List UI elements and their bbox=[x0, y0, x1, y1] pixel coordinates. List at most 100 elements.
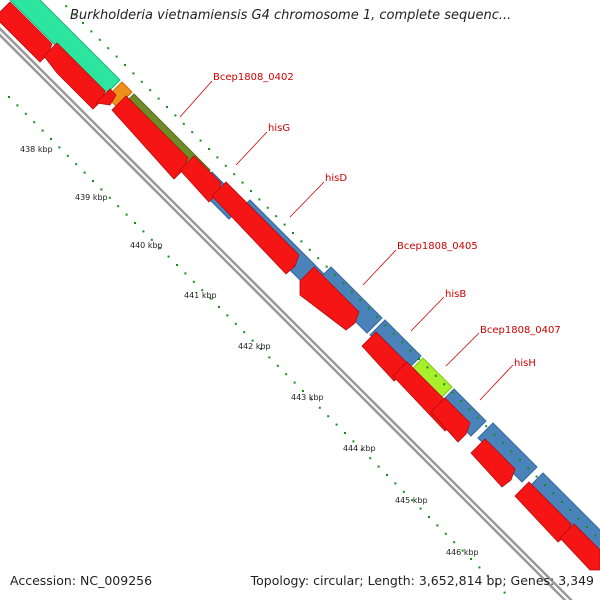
ruler-dot bbox=[140, 80, 143, 83]
ruler-dot bbox=[401, 341, 404, 344]
scale-dot bbox=[117, 205, 120, 208]
ruler-dot bbox=[241, 181, 244, 184]
ruler-dot bbox=[359, 299, 362, 302]
ruler-dot bbox=[308, 248, 311, 251]
scale-dot bbox=[495, 583, 498, 586]
ruler-dot bbox=[65, 5, 68, 8]
ruler-dot bbox=[577, 517, 580, 520]
ruler-dot bbox=[250, 190, 252, 192]
scale-label-445: 445 kbp bbox=[395, 496, 428, 505]
ruler-dot bbox=[502, 442, 504, 444]
gene-label-Bcep1808_0407: Bcep1808_0407 bbox=[480, 325, 561, 336]
scale-dot bbox=[92, 180, 94, 182]
scale-dot bbox=[360, 448, 363, 451]
ruler-dot bbox=[544, 484, 546, 486]
scale-dot bbox=[209, 297, 212, 300]
cds-arrow bbox=[430, 397, 471, 443]
backbone-track bbox=[0, 27, 573, 600]
scale-dot bbox=[167, 255, 170, 258]
scale-dot bbox=[276, 364, 279, 367]
ruler-dot bbox=[468, 408, 471, 411]
ruler-dot bbox=[107, 47, 110, 50]
scale-dot bbox=[302, 390, 304, 392]
ruler-dot bbox=[292, 232, 294, 234]
gene-labels[interactable]: Bcep1808_0402 hisG hisD Bcep1808_0405 hi… bbox=[179, 72, 561, 401]
scale-dot bbox=[268, 356, 271, 359]
ruler-dot bbox=[216, 156, 219, 159]
gene-label-hisD: hisD bbox=[325, 173, 347, 184]
scale-dot bbox=[486, 574, 489, 577]
scale-dot bbox=[318, 406, 321, 409]
accession-text: Accession: NC_009256 bbox=[10, 573, 153, 588]
ruler-dot bbox=[132, 72, 135, 75]
ruler-dot bbox=[535, 475, 538, 478]
scale-label-442: 442 kbp bbox=[238, 342, 271, 351]
ruler-dot bbox=[98, 38, 101, 41]
ruler-dot bbox=[233, 173, 236, 176]
scale-label-443: 443 kbp bbox=[291, 393, 324, 402]
ruler-dot bbox=[476, 416, 479, 419]
scale-label-446: 446 kbp bbox=[446, 548, 479, 557]
outer-ruler bbox=[65, 5, 597, 537]
scale-dot bbox=[377, 465, 380, 468]
scale-dot bbox=[218, 306, 220, 308]
ruler-dot bbox=[283, 223, 286, 226]
ruler-dot bbox=[594, 534, 597, 537]
ruler-dot bbox=[325, 265, 328, 268]
feature-orange bbox=[106, 81, 133, 108]
ruler-dot bbox=[124, 64, 126, 66]
ruler-dot bbox=[149, 89, 152, 92]
ruler-dot bbox=[166, 106, 168, 108]
ruler-dot bbox=[208, 148, 210, 150]
scale-dot bbox=[33, 121, 36, 124]
cds-arrow bbox=[559, 523, 600, 571]
scale-label-440: 440 kbp bbox=[130, 241, 163, 250]
scale-dot bbox=[293, 381, 296, 384]
ruler-dot bbox=[392, 332, 395, 335]
ruler-dot bbox=[199, 139, 202, 142]
ruler-dot bbox=[460, 400, 462, 402]
scale-dot bbox=[66, 154, 69, 157]
scale-dot bbox=[125, 213, 128, 216]
scale-dot bbox=[16, 104, 19, 107]
scale-dot bbox=[201, 289, 204, 292]
scale-dot bbox=[335, 423, 338, 426]
scale-dot bbox=[386, 474, 388, 476]
ruler-dot bbox=[224, 164, 227, 167]
gene-label-Bcep1808_0405: Bcep1808_0405 bbox=[397, 241, 478, 252]
scale-dot bbox=[344, 432, 346, 434]
ruler-dot bbox=[342, 282, 345, 285]
scale-dot bbox=[159, 247, 162, 250]
scale-dot bbox=[444, 532, 447, 535]
scale-dot bbox=[83, 171, 86, 174]
scale-dot bbox=[226, 314, 229, 317]
ruler-dot bbox=[485, 425, 488, 428]
topology-text: Topology: circular; Length: 3,652,814 bp… bbox=[250, 573, 594, 588]
scale-dot bbox=[470, 558, 472, 560]
scale-dot bbox=[461, 549, 464, 552]
scale-label-439: 439 kbp bbox=[75, 193, 108, 202]
cds-track[interactable] bbox=[0, 1, 600, 571]
cds-arrow bbox=[211, 181, 300, 275]
scale-dot bbox=[58, 146, 61, 149]
scale-dot bbox=[260, 348, 262, 350]
feature-green bbox=[9, 0, 121, 96]
ruler-dot bbox=[434, 374, 437, 377]
scale-dot bbox=[192, 280, 195, 283]
scale-dot bbox=[108, 196, 111, 199]
scale-dot bbox=[176, 264, 178, 266]
scale-dot bbox=[419, 507, 422, 510]
ruler-dot bbox=[317, 257, 320, 260]
ruler-dot bbox=[115, 55, 118, 58]
gene-label-hisB: hisB bbox=[445, 289, 466, 300]
scale-dot bbox=[50, 138, 52, 140]
scale-dot bbox=[285, 373, 288, 376]
scale-dot bbox=[327, 415, 330, 418]
ruler-dot bbox=[552, 492, 555, 495]
scale-label-438: 438 kbp bbox=[20, 145, 53, 154]
ruler-dot bbox=[418, 358, 420, 360]
scale-dot bbox=[411, 499, 414, 502]
ruler-dot bbox=[560, 500, 563, 503]
cds-arrow bbox=[0, 1, 53, 63]
